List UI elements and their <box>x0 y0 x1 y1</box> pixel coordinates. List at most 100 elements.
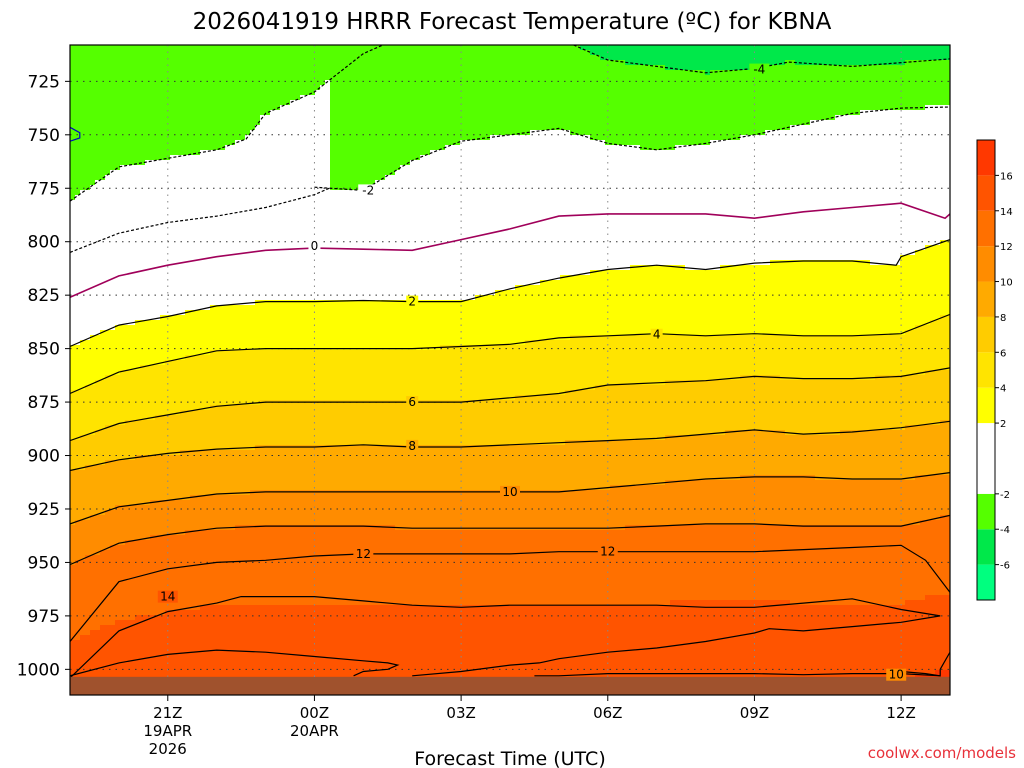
temperature-cell <box>85 180 91 186</box>
temperature-cell <box>240 450 246 456</box>
temperature-cell <box>180 340 186 346</box>
temperature-cell <box>105 485 111 491</box>
temperature-cell <box>145 585 151 591</box>
temperature-cell <box>100 360 106 366</box>
temperature-cell <box>225 285 231 291</box>
temperature-cell <box>210 60 216 66</box>
temperature-cell <box>200 470 206 476</box>
temperature-cell <box>140 605 146 611</box>
temperature-cell <box>235 165 241 171</box>
temperature-cell <box>185 625 191 631</box>
temperature-cell <box>190 260 196 266</box>
temperature-cell <box>255 595 261 601</box>
temperature-cell <box>185 365 191 371</box>
temperature-cell <box>225 220 231 226</box>
temperature-cell <box>240 255 246 261</box>
temperature-cell <box>125 510 131 516</box>
temperature-cell <box>110 360 116 366</box>
temperature-cell <box>145 330 151 336</box>
temperature-cell <box>220 665 226 671</box>
temperature-cell <box>240 110 246 116</box>
temperature-cell <box>140 335 146 341</box>
temperature-cell <box>225 85 231 91</box>
temperature-cell <box>240 270 246 276</box>
temperature-cell <box>120 130 126 136</box>
temperature-cell <box>155 290 161 296</box>
temperature-cell <box>110 435 116 441</box>
temperature-cell <box>190 400 196 406</box>
temperature-cell <box>165 250 171 256</box>
temperature-cell <box>80 330 86 336</box>
temperature-cell <box>200 605 206 611</box>
temperature-cell <box>205 280 211 286</box>
temperature-cell <box>85 380 91 386</box>
temperature-cell <box>255 290 261 296</box>
temperature-cell <box>85 485 91 491</box>
temperature-cell <box>70 325 76 331</box>
temperature-cell <box>210 480 216 486</box>
temperature-cell <box>170 430 176 436</box>
temperature-cell <box>140 85 146 91</box>
temperature-cell <box>170 295 176 301</box>
temperature-cell <box>140 180 146 186</box>
temperature-cell <box>70 440 76 446</box>
temperature-cell <box>125 155 131 161</box>
temperature-cell <box>105 60 111 66</box>
temperature-cell <box>195 565 201 571</box>
temperature-cell <box>75 395 81 401</box>
temperature-cell <box>85 455 91 461</box>
temperature-cell <box>185 305 191 311</box>
temperature-cell <box>125 665 131 671</box>
temperature-cell <box>235 80 241 86</box>
temperature-cell <box>255 150 261 156</box>
temperature-cell <box>215 345 221 351</box>
temperature-cell <box>185 230 191 236</box>
temperature-cell <box>170 655 176 661</box>
temperature-cell <box>145 270 151 276</box>
temperature-cell <box>215 130 221 136</box>
temperature-cell <box>255 110 261 116</box>
temperature-cell <box>205 645 211 651</box>
temperature-cell <box>180 465 186 471</box>
temperature-cell <box>145 135 151 141</box>
temperature-cell <box>195 305 201 311</box>
temperature-cell <box>190 265 196 271</box>
temperature-cell <box>80 570 86 576</box>
temperature-cell <box>180 325 186 331</box>
temperature-cell <box>180 95 186 101</box>
temperature-cell <box>235 150 241 156</box>
temperature-cell <box>150 620 156 626</box>
temperature-cell <box>105 390 111 396</box>
temperature-cell <box>205 135 211 141</box>
temperature-cell <box>135 610 141 616</box>
temperature-cell <box>235 360 241 366</box>
temperature-cell <box>185 325 191 331</box>
temperature-cell <box>145 515 151 521</box>
temperature-cell <box>155 135 161 141</box>
temperature-cell <box>150 465 156 471</box>
temperature-cell <box>160 460 166 466</box>
temperature-cell <box>205 270 211 276</box>
temperature-cell <box>145 285 151 291</box>
temperature-cell <box>180 330 186 336</box>
temperature-cell <box>170 145 176 151</box>
temperature-cell <box>205 180 211 186</box>
temperature-cell <box>210 435 216 441</box>
temperature-cell <box>170 265 176 271</box>
temperature-cell <box>85 600 91 606</box>
temperature-cell <box>155 205 161 211</box>
temperature-cell <box>185 275 191 281</box>
temperature-cell <box>250 220 256 226</box>
temperature-cell <box>110 380 116 386</box>
temperature-cell <box>110 185 116 191</box>
temperature-cell <box>70 75 76 81</box>
temperature-cell <box>210 590 216 596</box>
temperature-cell <box>210 105 216 111</box>
temperature-cell <box>180 315 186 321</box>
temperature-cell <box>120 345 126 351</box>
temperature-cell <box>95 50 101 56</box>
temperature-cell <box>105 120 111 126</box>
temperature-cell <box>185 120 191 126</box>
temperature-cell <box>220 155 226 161</box>
temperature-cell <box>220 75 226 81</box>
